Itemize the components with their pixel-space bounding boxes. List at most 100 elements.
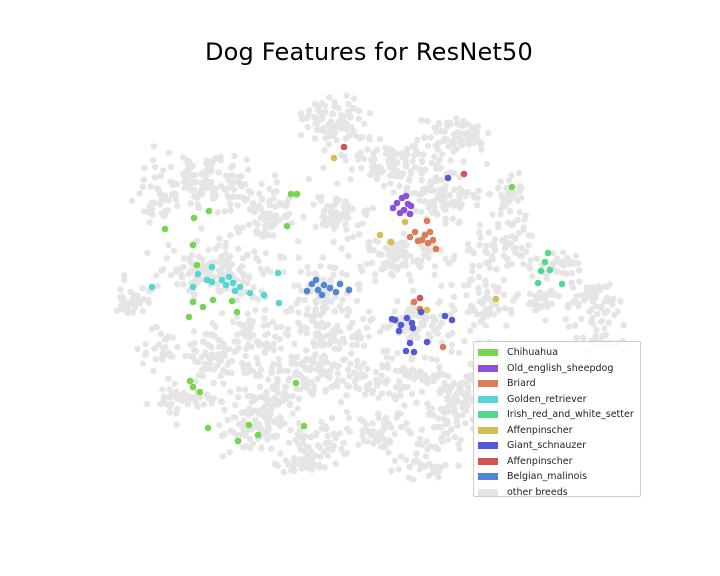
legend-label: Irish_red_and_white_setter [507, 409, 634, 421]
point-other-breeds [454, 120, 461, 128]
point-other-breeds [242, 180, 249, 188]
point-other-breeds [139, 285, 146, 292]
point-other-breeds [155, 186, 162, 193]
point-other-breeds [428, 355, 435, 363]
point-other-breeds [486, 190, 493, 198]
point-other-breeds [417, 263, 424, 271]
point-other-breeds [148, 199, 155, 206]
point-other-breeds [533, 255, 540, 262]
point-other-breeds [515, 229, 522, 237]
point-other-breeds [187, 200, 194, 207]
point-other-breeds [549, 250, 556, 257]
point-affenpinscher [376, 231, 384, 239]
point-other-breeds [579, 334, 586, 341]
point-other-breeds [295, 395, 303, 402]
point-other-breeds [228, 369, 235, 377]
point-other-breeds [253, 354, 260, 362]
point-chihuahua [205, 207, 213, 215]
point-other-breeds [321, 147, 328, 154]
point-old-english-sheepdog [396, 209, 404, 217]
point-other-breeds [570, 260, 577, 267]
point-other-breeds [369, 204, 377, 212]
point-other-breeds [445, 436, 452, 443]
point-other-breeds [347, 114, 354, 121]
point-other-breeds [258, 206, 265, 213]
point-other-breeds [391, 307, 398, 315]
point-other-breeds [586, 292, 593, 300]
point-other-breeds [402, 157, 409, 164]
point-other-breeds [259, 196, 266, 203]
point-other-breeds [220, 367, 227, 374]
point-other-breeds [284, 368, 291, 375]
point-other-breeds [142, 351, 149, 358]
point-other-breeds [366, 110, 374, 117]
point-other-breeds [451, 406, 458, 413]
point-other-breeds [364, 146, 371, 153]
point-other-breeds [565, 255, 572, 263]
point-other-breeds [441, 135, 448, 143]
point-other-breeds [149, 157, 157, 164]
point-other-breeds [134, 345, 141, 353]
point-other-breeds [306, 455, 313, 463]
point-other-breeds [255, 342, 263, 349]
point-other-breeds [220, 380, 227, 387]
point-other-breeds [195, 253, 203, 260]
point-other-breeds [402, 248, 409, 256]
point-other-breeds [349, 341, 356, 349]
point-other-breeds [421, 134, 428, 141]
point-other-breeds [128, 197, 136, 205]
point-other-breeds [260, 270, 267, 277]
point-other-breeds [512, 235, 519, 242]
point-other-breeds [350, 105, 357, 112]
point-other-breeds [155, 341, 163, 348]
point-other-breeds [548, 291, 555, 298]
point-other-breeds [470, 249, 477, 257]
point-belgian-malinois [312, 276, 320, 284]
point-other-breeds [266, 185, 273, 192]
point-other-breeds [436, 191, 443, 199]
point-other-breeds [388, 424, 395, 431]
point-belgian-malinois [332, 288, 340, 296]
point-other-breeds [317, 453, 324, 460]
point-other-breeds [187, 353, 194, 360]
point-other-breeds [520, 260, 527, 268]
point-other-breeds [316, 443, 324, 451]
point-chihuahua [189, 298, 197, 306]
point-other-breeds [221, 352, 228, 359]
point-other-breeds [474, 194, 481, 202]
point-giant-schnauzer [395, 327, 403, 335]
point-other-breeds [589, 298, 596, 305]
point-other-breeds [220, 340, 227, 348]
point-chihuahua [245, 421, 253, 429]
point-other-breeds [339, 296, 346, 304]
point-other-breeds [294, 431, 301, 438]
legend-swatch [478, 442, 498, 450]
point-other-breeds [307, 434, 315, 441]
point-other-breeds [313, 114, 320, 122]
legend-label: Briard [507, 378, 536, 390]
point-other-breeds [200, 268, 207, 275]
point-other-breeds [391, 457, 399, 464]
point-affenpinscher [423, 306, 431, 314]
point-other-breeds [497, 178, 504, 185]
point-other-breeds [338, 245, 345, 252]
point-other-breeds [370, 150, 377, 157]
point-other-breeds [262, 331, 269, 339]
point-other-breeds [504, 255, 511, 262]
point-other-breeds [563, 270, 570, 277]
point-other-breeds [445, 407, 452, 414]
point-other-breeds [361, 208, 368, 215]
point-other-breeds [151, 163, 159, 171]
point-other-breeds [467, 371, 475, 379]
point-other-breeds [391, 393, 398, 400]
point-other-breeds [298, 465, 305, 472]
point-other-breeds [494, 221, 502, 228]
point-other-breeds [198, 354, 205, 361]
point-other-breeds [217, 397, 225, 405]
point-other-breeds [438, 186, 445, 193]
point-other-breeds [157, 330, 165, 338]
point-other-breeds [318, 418, 325, 426]
point-other-breeds [150, 143, 158, 150]
point-other-breeds [311, 452, 319, 459]
point-other-breeds [160, 192, 167, 199]
